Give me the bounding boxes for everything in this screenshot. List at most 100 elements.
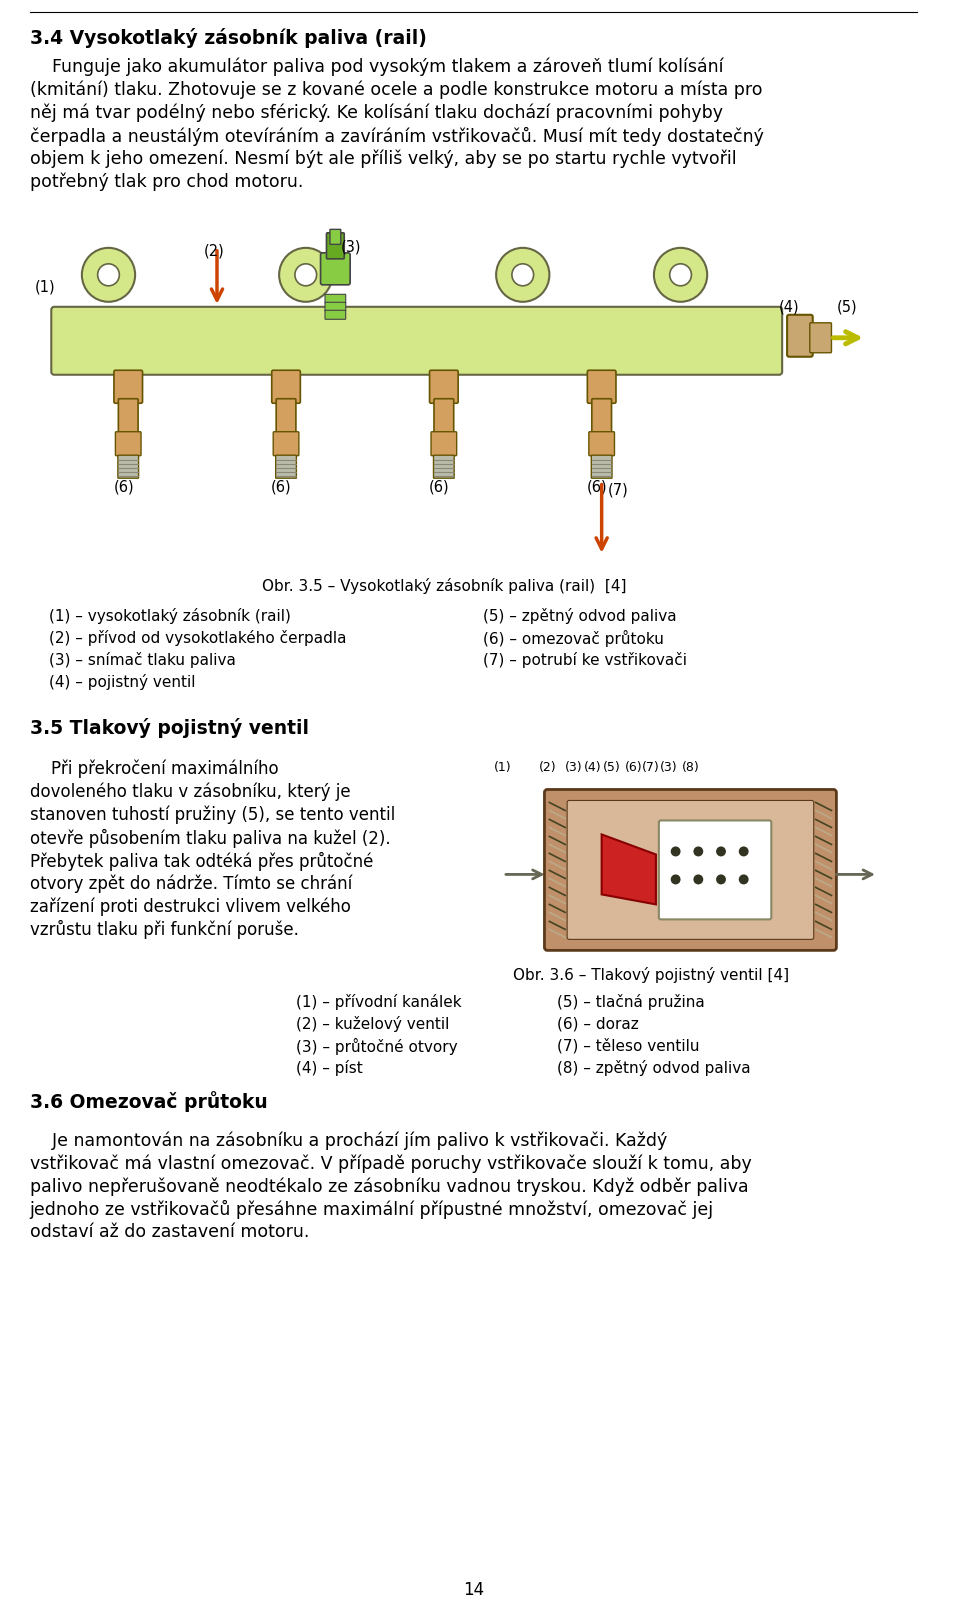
- Text: (5): (5): [603, 762, 620, 775]
- Text: (2): (2): [539, 762, 556, 775]
- Text: 3.4 Vysokotlaký zásobník paliva (rail): 3.4 Vysokotlaký zásobník paliva (rail): [30, 27, 426, 48]
- Text: (2) – přívod od vysokotlakého čerpadla: (2) – přívod od vysokotlakého čerpadla: [49, 630, 347, 645]
- FancyBboxPatch shape: [51, 306, 782, 375]
- FancyBboxPatch shape: [115, 431, 141, 456]
- Text: (6): (6): [624, 762, 642, 775]
- Text: (3): (3): [565, 762, 583, 775]
- Text: (5) – tlačná pružina: (5) – tlačná pružina: [557, 994, 705, 1011]
- Text: jednoho ze vstřikovačů přesáhne maximální přípustné množství, omezovač jej: jednoho ze vstřikovačů přesáhne maximáln…: [30, 1200, 713, 1219]
- Text: (4) – pojistný ventil: (4) – pojistný ventil: [49, 674, 196, 690]
- Text: (7) – potrubí ke vstřikovači: (7) – potrubí ke vstřikovači: [483, 651, 687, 667]
- Text: objem k jeho omezení. Nesmí být ale příliš velký, aby se po startu rychle vytvoř: objem k jeho omezení. Nesmí být ale příl…: [30, 149, 736, 168]
- FancyBboxPatch shape: [567, 800, 814, 940]
- Text: 3.6 Omezovač průtoku: 3.6 Omezovač průtoku: [30, 1091, 267, 1112]
- Circle shape: [654, 249, 708, 302]
- FancyBboxPatch shape: [659, 821, 771, 919]
- FancyBboxPatch shape: [330, 229, 341, 244]
- Text: (1) – přívodní kanálek: (1) – přívodní kanálek: [296, 994, 462, 1011]
- FancyBboxPatch shape: [118, 456, 138, 478]
- Text: (7): (7): [642, 762, 660, 775]
- FancyBboxPatch shape: [276, 456, 297, 478]
- Text: 14: 14: [463, 1582, 484, 1599]
- Text: Obr. 3.6 – Tlakový pojistný ventil [4]: Obr. 3.6 – Tlakový pojistný ventil [4]: [513, 967, 789, 983]
- Text: (3) – snímač tlaku paliva: (3) – snímač tlaku paliva: [49, 651, 236, 667]
- Text: něj má tvar podélný nebo sférický. Ke kolísání tlaku dochází pracovními pohyby: něj má tvar podélný nebo sférický. Ke ko…: [30, 104, 723, 122]
- Text: (6): (6): [272, 480, 292, 494]
- Text: Přebytek paliva tak odtéká přes průtočné: Přebytek paliva tak odtéká přes průtočné: [30, 852, 373, 871]
- Text: (6): (6): [113, 480, 134, 494]
- Circle shape: [716, 847, 726, 857]
- Text: Obr. 3.5 – Vysokotlaký zásobník paliva (rail)  [4]: Obr. 3.5 – Vysokotlaký zásobník paliva (…: [261, 577, 626, 593]
- Text: (6): (6): [587, 480, 608, 494]
- FancyBboxPatch shape: [591, 456, 612, 478]
- FancyBboxPatch shape: [431, 431, 457, 456]
- Text: otevře působením tlaku paliva na kužel (2).: otevře působením tlaku paliva na kužel (…: [30, 828, 390, 847]
- Circle shape: [496, 249, 549, 302]
- FancyBboxPatch shape: [321, 253, 350, 286]
- Circle shape: [670, 263, 691, 286]
- FancyBboxPatch shape: [118, 399, 138, 439]
- Text: (3) – průtočné otvory: (3) – průtočné otvory: [296, 1038, 458, 1055]
- Text: (2) – kuželový ventil: (2) – kuželový ventil: [296, 1017, 449, 1033]
- Circle shape: [716, 874, 726, 884]
- FancyBboxPatch shape: [434, 456, 454, 478]
- Circle shape: [295, 263, 317, 286]
- Text: (3): (3): [660, 762, 678, 775]
- Text: (8): (8): [682, 762, 699, 775]
- FancyBboxPatch shape: [326, 233, 345, 258]
- Text: (8) – zpětný odvod paliva: (8) – zpětný odvod paliva: [557, 1060, 751, 1076]
- FancyBboxPatch shape: [272, 371, 300, 403]
- Text: Je namontován na zásobníku a prochází jím palivo k vstřikovači. Každý: Je namontován na zásobníku a prochází jí…: [30, 1131, 667, 1150]
- Text: otvory zpět do nádrže. Tímto se chrání: otvory zpět do nádrže. Tímto se chrání: [30, 874, 351, 893]
- Text: (5) – zpětný odvod paliva: (5) – zpětný odvod paliva: [483, 608, 677, 624]
- Text: (6) – omezovač průtoku: (6) – omezovač průtoku: [483, 630, 664, 646]
- Text: (2): (2): [204, 244, 225, 258]
- Circle shape: [693, 874, 704, 884]
- Text: odstaví až do zastavení motoru.: odstaví až do zastavení motoru.: [30, 1224, 309, 1241]
- Text: 3.5 Tlakový pojistný ventil: 3.5 Tlakový pojistný ventil: [30, 717, 308, 738]
- Text: (7): (7): [608, 483, 629, 497]
- FancyBboxPatch shape: [787, 314, 813, 356]
- Circle shape: [82, 249, 135, 302]
- Text: Funguje jako akumulátor paliva pod vysokým tlakem a zároveň tlumí kolísání: Funguje jako akumulátor paliva pod vysok…: [30, 58, 723, 77]
- Text: (1): (1): [35, 279, 55, 295]
- Text: (7) – těleso ventilu: (7) – těleso ventilu: [557, 1038, 700, 1054]
- Text: stanoven tuhostí pružiny (5), se tento ventil: stanoven tuhostí pružiny (5), se tento v…: [30, 805, 395, 824]
- Text: (kmitání) tlaku. Zhotovuje se z kované ocele a podle konstrukce motoru a místa p: (kmitání) tlaku. Zhotovuje se z kované o…: [30, 80, 762, 99]
- FancyBboxPatch shape: [276, 399, 296, 439]
- FancyBboxPatch shape: [325, 302, 346, 311]
- FancyBboxPatch shape: [429, 371, 458, 403]
- FancyBboxPatch shape: [434, 399, 454, 439]
- Polygon shape: [602, 834, 656, 905]
- FancyBboxPatch shape: [274, 431, 299, 456]
- Text: dovoleného tlaku v zásobníku, který je: dovoleného tlaku v zásobníku, který je: [30, 783, 350, 800]
- Text: vzrůstu tlaku při funkční poruše.: vzrůstu tlaku při funkční poruše.: [30, 921, 299, 940]
- Text: čerpadla a neustálým otevíráním a zavíráním vstřikovačů. Musí mít tedy dostatečn: čerpadla a neustálým otevíráním a zavírá…: [30, 127, 763, 146]
- Circle shape: [739, 874, 749, 884]
- FancyBboxPatch shape: [591, 399, 612, 439]
- Text: palivo nepřerušovaně neodtékalo ze zásobníku vadnou tryskou. Když odběr paliva: palivo nepřerušovaně neodtékalo ze zásob…: [30, 1177, 748, 1195]
- Circle shape: [98, 263, 119, 286]
- Text: vstřikovač má vlastní omezovač. V případě poruchy vstřikovače slouží k tomu, aby: vstřikovač má vlastní omezovač. V případ…: [30, 1155, 752, 1173]
- FancyBboxPatch shape: [325, 310, 346, 319]
- Text: (5): (5): [836, 300, 857, 314]
- Circle shape: [671, 847, 681, 857]
- Text: (4) – píst: (4) – píst: [296, 1060, 363, 1076]
- FancyBboxPatch shape: [588, 371, 616, 403]
- FancyBboxPatch shape: [114, 371, 142, 403]
- Circle shape: [671, 874, 681, 884]
- Text: potřebný tlak pro chod motoru.: potřebný tlak pro chod motoru.: [30, 173, 303, 191]
- Text: (6) – doraz: (6) – doraz: [557, 1017, 639, 1031]
- Text: (4): (4): [780, 300, 800, 314]
- Circle shape: [279, 249, 332, 302]
- Text: zařízení proti destrukci vlivem velkého: zařízení proti destrukci vlivem velkého: [30, 897, 350, 916]
- FancyBboxPatch shape: [325, 294, 346, 303]
- Circle shape: [739, 847, 749, 857]
- FancyBboxPatch shape: [588, 431, 614, 456]
- Text: (1) – vysokotlaký zásobník (rail): (1) – vysokotlaký zásobník (rail): [49, 608, 291, 624]
- Circle shape: [693, 847, 704, 857]
- FancyBboxPatch shape: [544, 789, 836, 951]
- Text: (1): (1): [494, 762, 512, 775]
- FancyBboxPatch shape: [810, 322, 831, 353]
- Text: Při překročení maximálního: Při překročení maximálního: [30, 760, 278, 778]
